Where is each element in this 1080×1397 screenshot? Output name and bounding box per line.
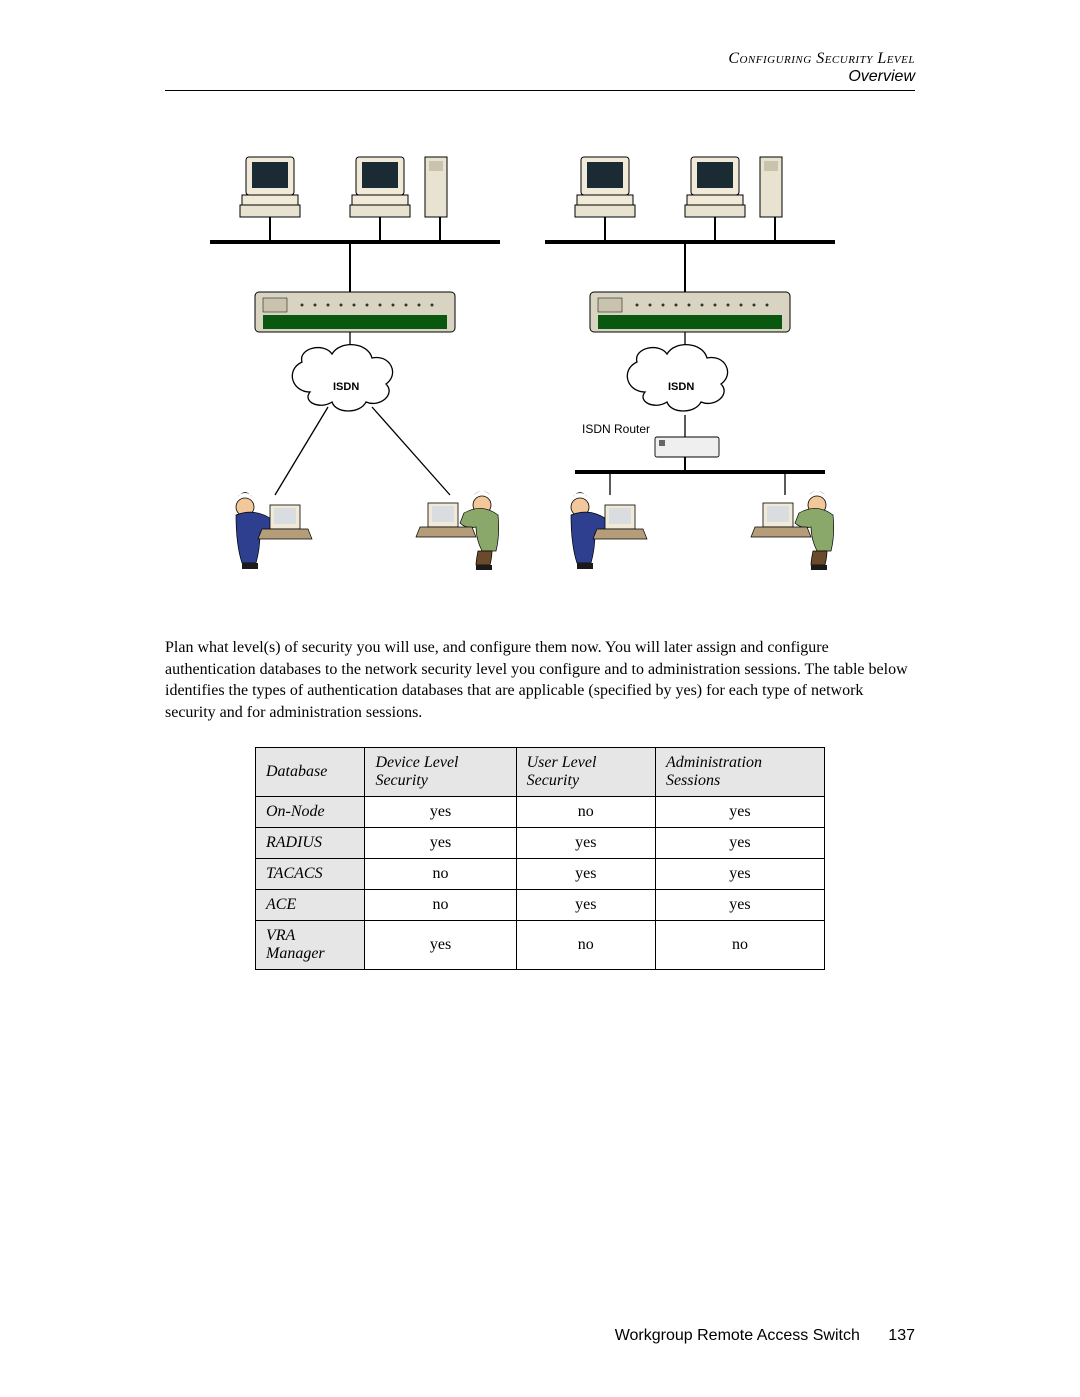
cell: yes: [365, 828, 516, 859]
cell: yes: [516, 859, 655, 890]
row-name: VRA Manager: [256, 921, 365, 970]
cell: yes: [655, 828, 824, 859]
cell: no: [365, 859, 516, 890]
cell: yes: [365, 797, 516, 828]
footer-book-title: Workgroup Remote Access Switch: [615, 1327, 860, 1344]
cell: no: [516, 797, 655, 828]
chapter-title: Configuring Security Level: [165, 50, 915, 68]
row-name: ACE: [256, 890, 365, 921]
network-diagram: ISDN ISDN ISDN Router: [200, 147, 880, 597]
page-footer: Workgroup Remote Access Switch 137: [615, 1327, 915, 1345]
table-row: ACE no yes yes: [256, 890, 825, 921]
table-row: VRA Manager yes no no: [256, 921, 825, 970]
section-title: Overview: [165, 68, 915, 86]
cloud-label-right: ISDN: [668, 381, 694, 393]
cell: yes: [365, 921, 516, 970]
cell: yes: [516, 890, 655, 921]
cell: yes: [655, 859, 824, 890]
col-user-level: User Level Security: [516, 748, 655, 797]
row-name: RADIUS: [256, 828, 365, 859]
body-paragraph: Plan what level(s) of security you will …: [165, 637, 915, 723]
col-device-level: Device Level Security: [365, 748, 516, 797]
row-name: TACACS: [256, 859, 365, 890]
page-number: 137: [888, 1327, 915, 1344]
cell: no: [655, 921, 824, 970]
page-header: Configuring Security Level Overview: [165, 50, 915, 91]
diagram-svg: [200, 147, 880, 597]
row-name: On-Node: [256, 797, 365, 828]
isdn-router-label: ISDN Router: [582, 422, 650, 436]
page-content: Configuring Security Level Overview: [0, 0, 1080, 970]
table-row: On-Node yes no yes: [256, 797, 825, 828]
table-header-row: Database Device Level Security User Leve…: [256, 748, 825, 797]
cell: no: [516, 921, 655, 970]
cell: yes: [655, 797, 824, 828]
table-row: TACACS no yes yes: [256, 859, 825, 890]
cell: yes: [516, 828, 655, 859]
col-database: Database: [256, 748, 365, 797]
cell: no: [365, 890, 516, 921]
security-table: Database Device Level Security User Leve…: [255, 747, 825, 970]
cloud-label-left: ISDN: [333, 381, 359, 393]
cell: yes: [655, 890, 824, 921]
col-admin: Administration Sessions: [655, 748, 824, 797]
table-row: RADIUS yes yes yes: [256, 828, 825, 859]
